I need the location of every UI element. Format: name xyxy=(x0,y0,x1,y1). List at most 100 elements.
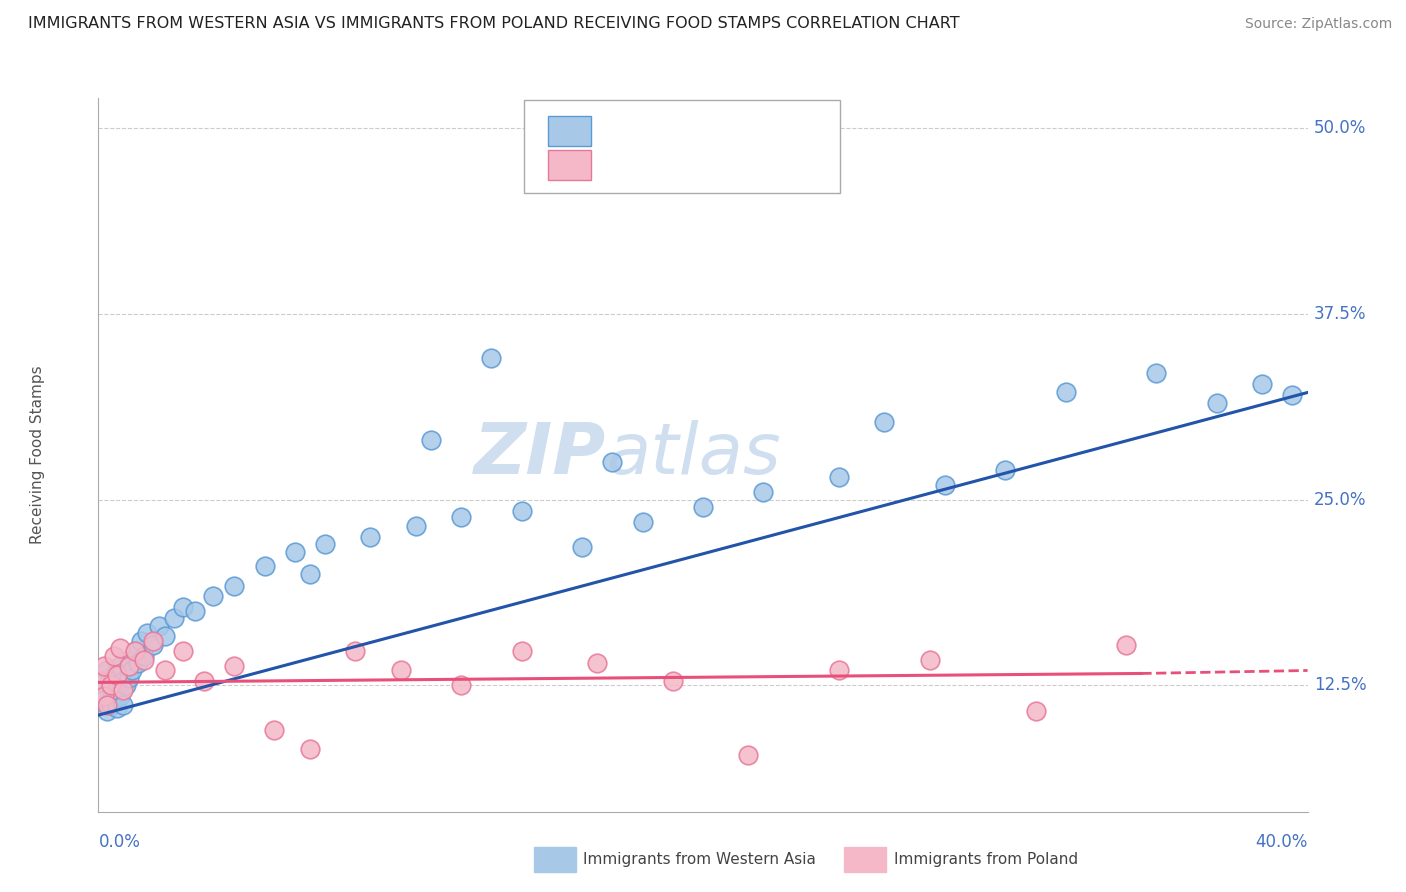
Point xyxy=(93,693,115,707)
Point xyxy=(510,644,533,658)
Point xyxy=(93,659,115,673)
Text: 40.0%: 40.0% xyxy=(1256,833,1308,851)
Point xyxy=(100,678,122,692)
Point xyxy=(193,673,215,688)
Point xyxy=(172,644,194,658)
Point xyxy=(263,723,285,737)
Text: 25.0%: 25.0% xyxy=(1313,491,1367,508)
Point xyxy=(93,673,115,688)
Point xyxy=(602,455,624,469)
Point xyxy=(344,644,367,658)
Point xyxy=(661,673,683,688)
Point xyxy=(224,659,246,673)
Point xyxy=(828,470,851,484)
Point xyxy=(737,748,759,763)
Point xyxy=(934,477,956,491)
Point xyxy=(692,500,714,514)
Point xyxy=(450,510,472,524)
Point xyxy=(135,626,157,640)
Point xyxy=(103,668,125,682)
Point xyxy=(111,673,134,688)
Point xyxy=(118,659,141,673)
Point xyxy=(127,656,149,670)
Point xyxy=(111,698,134,712)
Point xyxy=(105,700,128,714)
Point xyxy=(90,673,112,688)
Point xyxy=(108,659,131,673)
Point xyxy=(299,566,322,581)
Point xyxy=(121,664,143,678)
Point xyxy=(224,579,246,593)
Text: 0.0%: 0.0% xyxy=(98,833,141,851)
Point xyxy=(481,351,503,366)
Text: Source: ZipAtlas.com: Source: ZipAtlas.com xyxy=(1244,17,1392,31)
Text: R = 0.568   N = 56: R = 0.568 N = 56 xyxy=(600,122,785,140)
Point xyxy=(129,633,152,648)
Point xyxy=(360,530,382,544)
Point xyxy=(419,433,441,447)
Text: 50.0%: 50.0% xyxy=(1313,119,1367,136)
Point xyxy=(284,544,307,558)
Point xyxy=(148,619,170,633)
Point xyxy=(994,463,1017,477)
Point xyxy=(1024,704,1046,718)
FancyBboxPatch shape xyxy=(548,116,591,146)
Text: 37.5%: 37.5% xyxy=(1313,305,1367,323)
Text: atlas: atlas xyxy=(606,420,780,490)
Point xyxy=(90,686,112,700)
Point xyxy=(450,678,472,692)
Point xyxy=(114,678,136,692)
Point xyxy=(299,742,322,756)
Text: IMMIGRANTS FROM WESTERN ASIA VS IMMIGRANTS FROM POLAND RECEIVING FOOD STAMPS COR: IMMIGRANTS FROM WESTERN ASIA VS IMMIGRAN… xyxy=(28,16,960,31)
Point xyxy=(100,698,122,712)
Point xyxy=(253,559,276,574)
Point xyxy=(314,537,336,551)
Point xyxy=(172,599,194,614)
Point xyxy=(111,682,134,697)
Point xyxy=(96,698,118,712)
Point xyxy=(105,668,128,682)
Point xyxy=(124,644,146,658)
Point xyxy=(1281,388,1303,402)
Point xyxy=(752,485,775,500)
Point xyxy=(132,653,155,667)
Point xyxy=(631,515,654,529)
Point xyxy=(108,689,131,703)
Point xyxy=(108,641,131,656)
Point xyxy=(1206,396,1229,410)
Point xyxy=(142,638,165,652)
Text: Receiving Food Stamps: Receiving Food Stamps xyxy=(31,366,45,544)
Text: 12.5%: 12.5% xyxy=(1313,676,1367,694)
Point xyxy=(96,664,118,678)
Point xyxy=(163,611,186,625)
Point xyxy=(1115,638,1137,652)
Text: R = 0.029   N = 30: R = 0.029 N = 30 xyxy=(600,156,785,174)
Point xyxy=(828,664,851,678)
Point xyxy=(1144,366,1167,380)
Point xyxy=(142,633,165,648)
Point xyxy=(586,656,609,670)
Point xyxy=(510,504,533,518)
Text: Immigrants from Poland: Immigrants from Poland xyxy=(894,853,1078,867)
Point xyxy=(93,689,115,703)
Point xyxy=(184,604,207,618)
Point xyxy=(153,664,176,678)
Point xyxy=(118,653,141,667)
Point xyxy=(918,653,941,667)
Point xyxy=(103,648,125,663)
Point xyxy=(1054,385,1077,400)
Point xyxy=(100,682,122,697)
Point xyxy=(118,671,141,685)
Point xyxy=(405,519,427,533)
Text: ZIP: ZIP xyxy=(474,420,606,490)
Point xyxy=(202,589,225,603)
Point xyxy=(96,704,118,718)
Point xyxy=(873,415,896,429)
Text: Immigrants from Western Asia: Immigrants from Western Asia xyxy=(583,853,817,867)
Point xyxy=(124,644,146,658)
Point xyxy=(153,629,176,643)
Point xyxy=(1251,376,1274,391)
Point xyxy=(132,648,155,663)
Point xyxy=(103,689,125,703)
FancyBboxPatch shape xyxy=(524,100,839,193)
